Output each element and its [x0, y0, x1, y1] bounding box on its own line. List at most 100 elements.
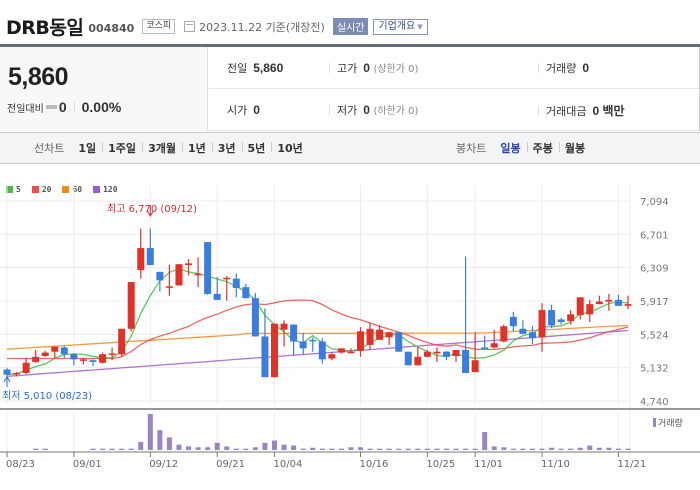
period-10y[interactable]: 10년	[271, 140, 308, 156]
period-3m[interactable]: 3개월	[142, 140, 182, 156]
volume-bar	[463, 448, 469, 450]
candle[interactable]	[280, 320, 288, 347]
corp-overview-dropdown[interactable]: 기업개요 ▼	[373, 18, 428, 35]
volume-bar	[510, 448, 516, 450]
legend-label: 120	[103, 185, 118, 194]
candle[interactable]	[89, 359, 97, 367]
volume-bar	[405, 448, 411, 450]
candle[interactable]	[223, 276, 231, 301]
candle[interactable]	[404, 351, 412, 366]
amount-label: 거래대금	[546, 105, 587, 118]
candle[interactable]	[481, 335, 489, 349]
volume-bar	[272, 440, 278, 450]
legend-swatch	[31, 186, 39, 193]
candle[interactable]	[213, 276, 221, 300]
candle[interactable]	[509, 311, 517, 332]
candle[interactable]	[194, 257, 202, 288]
candle[interactable]	[242, 283, 250, 299]
candle[interactable]	[423, 350, 431, 357]
candle-chart-label: 봉차트	[456, 142, 487, 155]
candle[interactable]	[337, 348, 345, 354]
trade-amount: 거래대금 0 백만	[538, 102, 625, 119]
candle[interactable]	[614, 294, 622, 306]
y-tick-label: 4,740	[640, 397, 669, 408]
candle[interactable]	[22, 357, 30, 374]
candle[interactable]	[204, 242, 212, 295]
candle[interactable]	[500, 324, 508, 343]
volume-bar	[386, 448, 392, 450]
candle[interactable]	[261, 308, 269, 378]
volume-bar	[348, 447, 354, 450]
candle[interactable]	[433, 347, 441, 362]
candle-weekly[interactable]: 주봉	[526, 140, 559, 156]
candle[interactable]	[414, 346, 422, 366]
candle[interactable]	[538, 303, 546, 352]
candle[interactable]	[127, 282, 135, 332]
candle[interactable]	[318, 338, 326, 364]
candle[interactable]	[41, 350, 49, 357]
candle[interactable]	[290, 324, 298, 356]
candle[interactable]	[528, 326, 536, 345]
candle-monthly[interactable]: 월봉	[558, 140, 591, 156]
candle[interactable]	[309, 337, 317, 352]
period-3y[interactable]: 3년	[211, 140, 242, 156]
candle[interactable]	[576, 297, 584, 320]
candle[interactable]	[232, 273, 240, 298]
candle[interactable]	[442, 350, 450, 361]
candle[interactable]	[557, 317, 565, 325]
candle[interactable]	[567, 310, 575, 325]
candle[interactable]	[51, 346, 59, 359]
x-tick-label: 09/12	[149, 459, 178, 470]
volume-bar	[281, 444, 287, 450]
candle[interactable]	[165, 265, 173, 296]
volume-legend: 거래량	[658, 417, 683, 429]
candle[interactable]	[99, 352, 107, 364]
candle[interactable]	[624, 295, 632, 310]
candle[interactable]	[462, 256, 470, 373]
candle[interactable]	[156, 271, 164, 292]
candle[interactable]	[271, 323, 279, 378]
candle[interactable]	[452, 350, 460, 362]
candle[interactable]	[376, 325, 384, 340]
change-label: 전일대비	[7, 103, 44, 115]
candle[interactable]	[3, 367, 11, 378]
candle[interactable]	[347, 348, 355, 354]
candle[interactable]	[548, 304, 556, 328]
candle[interactable]	[118, 328, 126, 356]
period-1w[interactable]: 1주일	[102, 140, 142, 156]
candle[interactable]	[605, 293, 613, 311]
candle[interactable]	[137, 228, 145, 279]
candle[interactable]	[586, 299, 594, 322]
candle[interactable]	[13, 372, 21, 377]
candle[interactable]	[328, 352, 336, 361]
candle[interactable]	[175, 264, 183, 286]
candle[interactable]	[471, 332, 479, 373]
period-1d[interactable]: 1일	[78, 142, 97, 155]
candle[interactable]	[32, 350, 40, 363]
candlestick-chart[interactable]: 7,094 6,701 6,309 5,917 5,524 5,132 4,740 08/23…	[0, 165, 700, 490]
high-price: 고가 0 (상한가 0)	[329, 60, 418, 76]
legend-swatch	[62, 186, 70, 193]
candle[interactable]	[251, 293, 259, 337]
candle[interactable]	[595, 295, 603, 305]
candle[interactable]	[70, 353, 78, 366]
candle[interactable]	[366, 322, 374, 351]
current-price: 5,860	[8, 63, 69, 91]
realtime-button[interactable]: 실시간	[332, 18, 369, 35]
volume-bar	[176, 444, 182, 450]
candle-daily[interactable]: 일봉	[500, 142, 521, 155]
candle[interactable]	[60, 345, 68, 358]
candle[interactable]	[146, 228, 154, 266]
candle[interactable]	[385, 332, 393, 345]
candle[interactable]	[79, 357, 87, 365]
candle[interactable]	[108, 347, 116, 361]
candle[interactable]	[185, 259, 193, 276]
period-1y[interactable]: 1년	[181, 140, 212, 156]
candle[interactable]	[490, 329, 498, 349]
candle[interactable]	[356, 327, 364, 357]
candle[interactable]	[395, 332, 403, 352]
candle[interactable]	[299, 333, 307, 355]
volume-bar	[357, 447, 363, 450]
period-5y[interactable]: 5년	[241, 140, 272, 156]
candle[interactable]	[519, 320, 527, 334]
